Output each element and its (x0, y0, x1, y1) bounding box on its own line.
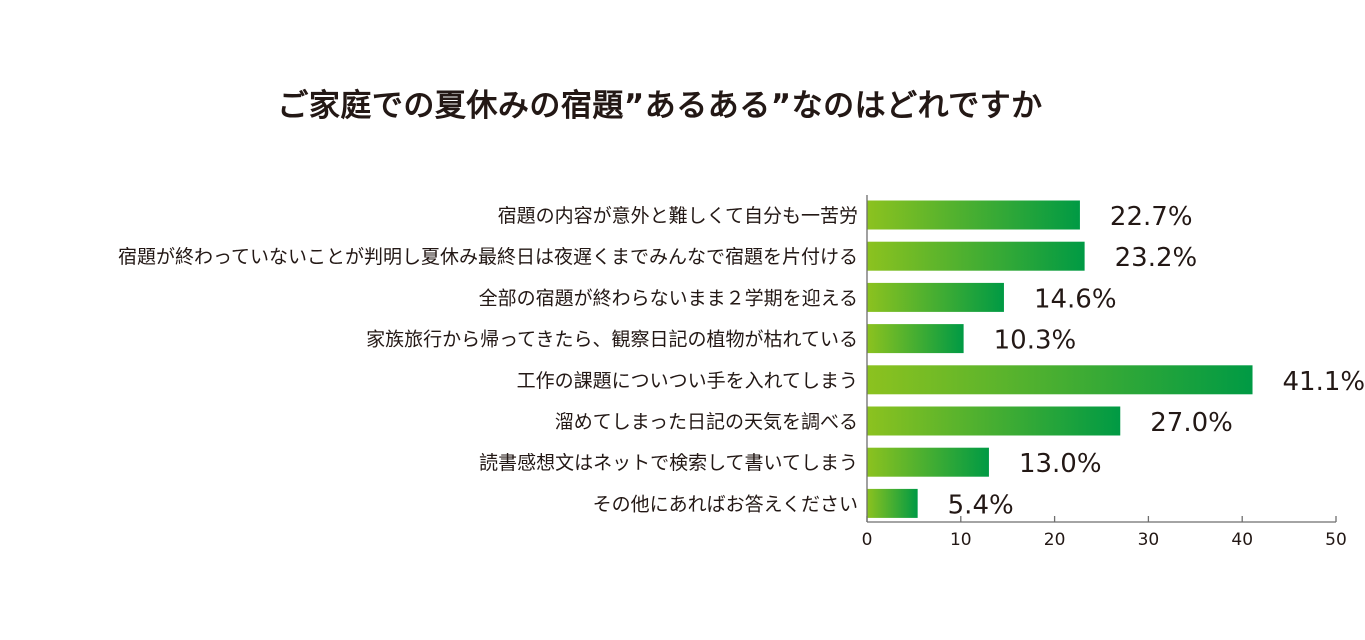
category-label: 宿題の内容が意外と難しくて自分も一苦労 (498, 205, 858, 227)
value-label: 23.2% (1115, 243, 1198, 273)
value-label: 13.0% (1019, 449, 1102, 479)
x-tick-label: 0 (862, 530, 873, 550)
value-label: 27.0% (1150, 408, 1233, 438)
bar (867, 488, 918, 518)
x-tick-label: 10 (950, 530, 972, 550)
bar (867, 447, 989, 477)
value-label: 22.7% (1110, 202, 1193, 232)
x-tick-label: 20 (1044, 530, 1066, 550)
category-label: 全部の宿題が終わらないまま２学期を迎える (479, 287, 858, 309)
category-label: 溜めてしまった日記の天気を調べる (555, 411, 858, 433)
bar (867, 200, 1080, 230)
x-tick-label: 30 (1138, 530, 1160, 550)
category-label: 工作の課題についつい手を入れてしまう (517, 370, 858, 392)
category-label: 家族旅行から帰ってきたら、観察日記の植物が枯れている (366, 329, 858, 351)
bar (867, 406, 1121, 436)
x-tick-label: 50 (1325, 530, 1347, 550)
value-label: 5.4% (948, 490, 1014, 520)
bar (867, 282, 1004, 312)
x-tick-label: 40 (1231, 530, 1253, 550)
value-label: 41.1% (1283, 367, 1365, 397)
value-label: 14.6% (1034, 284, 1117, 314)
category-label: 宿題が終わっていないことが判明し夏休み最終日は夜遅くまでみんなで宿題を片付ける (118, 246, 858, 268)
bar (867, 324, 964, 354)
category-label: その他にあればお答えください (593, 493, 858, 515)
axes-layer: 0 10 20 30 40 50 (862, 195, 1347, 550)
value-label: 10.3% (994, 326, 1077, 356)
category-label: 読書感想文はネットで検索して書いてしまう (479, 452, 858, 474)
bar (867, 241, 1085, 271)
bars-layer: 宿題の内容が意外と難しくて自分も一苦労 22.7% 宿題が終わっていないことが判明し… (118, 200, 1365, 520)
chart-title: ご家庭での夏休みの宿題”あるある”なのはどれですか (277, 88, 1043, 124)
bar (867, 365, 1253, 395)
